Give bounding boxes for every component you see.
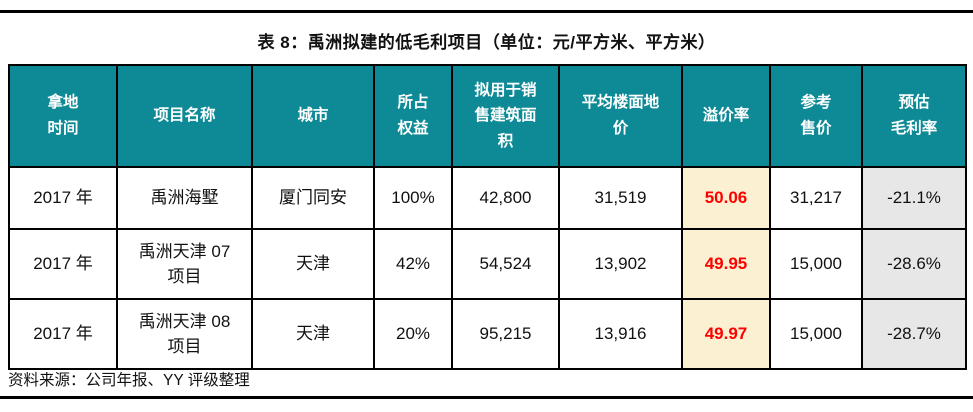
equity-cell: 100% — [373, 166, 453, 230]
col-header-premium-rate: 溢价率 — [681, 64, 771, 168]
land-time-cell: 2017 年 — [8, 298, 118, 370]
city-cell: 天津 — [251, 228, 375, 300]
table-title: 表 8：禹洲拟建的低毛利项目（单位：元/平方米、平方米） — [257, 33, 716, 52]
land-price-cell: 13,902 — [558, 228, 683, 300]
estimated-margin-cell: -28.7% — [861, 298, 967, 370]
premium-rate-cell: 49.97 — [681, 298, 771, 370]
floor-area-cell: 54,524 — [451, 228, 560, 300]
reference-price-cell: 31,217 — [769, 166, 863, 230]
estimated-margin-cell: -28.6% — [861, 228, 967, 300]
premium-rate-cell: 49.95 — [681, 228, 771, 300]
land-time-cell: 2017 年 — [8, 166, 118, 230]
city-cell: 厦门同安 — [251, 166, 375, 230]
land-time-cell: 2017 年 — [8, 228, 118, 300]
header-row: 拿地 时间 项目名称 城市 所占 权益 拟用于销 售建筑面 积 平均楼面地 价 … — [8, 64, 967, 168]
col-header-saleable-floor-area: 拟用于销 售建筑面 积 — [451, 64, 560, 168]
city-cell: 天津 — [251, 298, 375, 370]
col-header-avg-floor-land-price: 平均楼面地 价 — [558, 64, 683, 168]
land-price-cell: 31,519 — [558, 166, 683, 230]
table-row: 2017 年 禹洲天津 08 项目 天津 20% 95,215 13,916 4… — [8, 298, 967, 370]
col-header-city: 城市 — [251, 64, 375, 168]
floor-area-cell: 95,215 — [451, 298, 560, 370]
estimated-margin-cell: -21.1% — [861, 166, 967, 230]
project-name-cell: 禹洲天津 08 项目 — [116, 298, 253, 370]
land-price-cell: 13,916 — [558, 298, 683, 370]
premium-rate-cell: 50.06 — [681, 166, 771, 230]
equity-cell: 42% — [373, 228, 453, 300]
table-row: 2017 年 禹洲海墅 厦门同安 100% 42,800 31,519 50.0… — [8, 166, 967, 230]
col-header-equity-share: 所占 权益 — [373, 64, 453, 168]
reference-price-cell: 15,000 — [769, 298, 863, 370]
col-header-land-acquisition-time: 拿地 时间 — [8, 64, 118, 168]
table-row: 2017 年 禹洲天津 07 项目 天津 42% 54,524 13,902 4… — [8, 228, 967, 300]
reference-price-cell: 15,000 — [769, 228, 863, 300]
equity-cell: 20% — [373, 298, 453, 370]
source-note: 资料来源：公司年报、YY 评级整理 — [8, 372, 250, 389]
top-divider-rule — [0, 10, 973, 13]
low-margin-projects-table: 拿地 时间 项目名称 城市 所占 权益 拟用于销 售建筑面 积 平均楼面地 价 … — [8, 64, 967, 370]
col-header-project-name: 项目名称 — [116, 64, 253, 168]
bottom-divider-rule — [0, 396, 973, 399]
col-header-estimated-gross-margin: 预估 毛利率 — [861, 64, 967, 168]
col-header-reference-price: 参考 售价 — [769, 64, 863, 168]
project-name-cell: 禹洲天津 07 项目 — [116, 228, 253, 300]
project-name-cell: 禹洲海墅 — [116, 166, 253, 230]
floor-area-cell: 42,800 — [451, 166, 560, 230]
